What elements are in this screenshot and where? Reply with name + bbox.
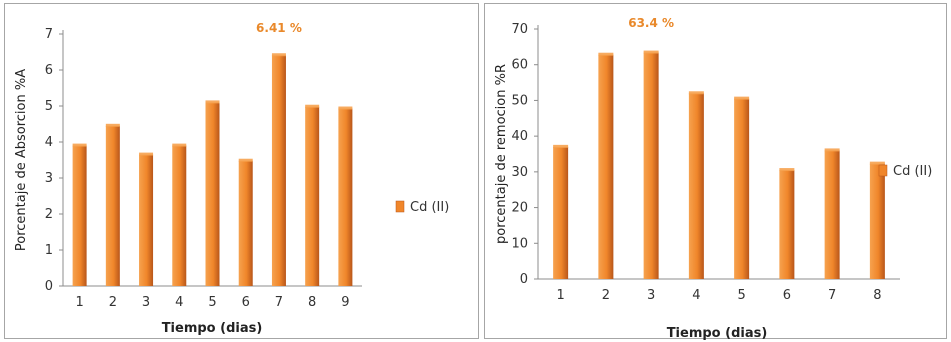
bar-3 (643, 52, 659, 280)
bar-2 (105, 125, 120, 286)
bar-cap-4 (172, 143, 187, 147)
x-tick-label: 2 (109, 295, 117, 310)
y-tick-label: 70 (511, 22, 528, 37)
remocion-chart-svg: 0 10 20 30 40 50 60 70 1 2 3 4 5 6 7 8 63.4 % Tiempo (dia… (494, 16, 932, 340)
x-tick-label: 7 (275, 295, 283, 310)
x-tick-label: 1 (75, 295, 83, 310)
y-tick-label: 40 (511, 129, 528, 144)
x-axis-title: Tiempo (dias) (667, 326, 768, 340)
bar-cap-6 (779, 168, 795, 172)
y-tick-label: 20 (511, 201, 528, 216)
bar-cap-1 (553, 144, 569, 148)
bar-1 (553, 146, 569, 279)
bar-8 (305, 106, 320, 286)
bar-2 (598, 54, 614, 279)
x-tick-label: 2 (602, 288, 610, 303)
bar-cap-4 (688, 91, 704, 95)
bar-cap-6 (238, 158, 253, 162)
y-axis-title: Porcentaje de Absorcion %A (14, 69, 29, 251)
y-tick-label: 3 (45, 171, 53, 186)
bar-cap-9 (338, 106, 353, 110)
bar-1 (72, 145, 87, 286)
chart-panel-absorcion: 0 1 2 3 4 5 6 7 1 2 3 4 5 6 7 8 9 6.41 % Tiempo (dias) Porc… (4, 3, 479, 339)
y-tick-label: 1 (45, 243, 53, 258)
y-tick-label: 10 (511, 236, 528, 251)
y-tick-label: 50 (511, 93, 528, 108)
peak-annotation: 63.4 % (628, 16, 674, 30)
bar-cap-3 (139, 152, 154, 156)
bar-cap-2 (105, 123, 120, 127)
bar-cap-5 (734, 96, 750, 100)
bar-cap-8 (869, 161, 885, 165)
bar-5 (205, 102, 220, 287)
x-tick-label: 6 (783, 288, 791, 303)
bar-cap-1 (72, 143, 87, 147)
bar-cap-3 (643, 50, 659, 54)
x-tick-label: 4 (175, 295, 183, 310)
x-tick-label: 5 (737, 288, 745, 303)
y-axis-title: porcentaje de remocion %R (494, 64, 509, 244)
y-tick-label: 6 (45, 63, 53, 78)
legend-label: Cd (II) (893, 164, 932, 179)
bar-3 (139, 154, 154, 286)
bar-4 (172, 145, 187, 286)
x-tick-label: 9 (341, 295, 349, 310)
y-tick-label: 60 (511, 58, 528, 73)
y-tick-label: 0 (520, 272, 528, 287)
x-tick-label: 3 (647, 288, 655, 303)
x-tick-label: 8 (873, 288, 881, 303)
bar-6 (238, 160, 253, 286)
bar-8 (869, 163, 885, 279)
y-tick-label: 4 (45, 135, 53, 150)
bar-7 (824, 150, 840, 279)
legend-label: Cd (II) (410, 200, 449, 215)
bar-cap-7 (271, 53, 286, 57)
legend-swatch (395, 200, 405, 213)
y-tick-label: 5 (45, 99, 53, 114)
y-tick-label: 30 (511, 165, 528, 180)
bar-cap-8 (305, 104, 320, 108)
x-tick-label: 5 (208, 295, 216, 310)
bar-5 (734, 98, 750, 280)
x-axis-title: Tiempo (dias) (162, 321, 263, 336)
bar-6 (779, 170, 795, 279)
bar-4 (688, 93, 704, 280)
x-tick-label: 6 (242, 295, 250, 310)
y-tick-label: 2 (45, 207, 53, 222)
x-tick-label: 7 (828, 288, 836, 303)
x-tick-label: 4 (692, 288, 700, 303)
x-tick-label: 1 (556, 288, 564, 303)
peak-annotation: 6.41 % (256, 21, 302, 35)
y-tick-label: 7 (45, 27, 53, 42)
bar-cap-7 (824, 148, 840, 152)
x-tick-label: 3 (142, 295, 150, 310)
legend-swatch (878, 164, 888, 177)
x-tick-label: 8 (308, 295, 316, 310)
bar-cap-5 (205, 100, 220, 104)
bar-9 (338, 108, 353, 287)
chart-panel-remocion: 0 10 20 30 40 50 60 70 1 2 3 4 5 6 7 8 63.4 % Tiempo (dia… (484, 3, 947, 340)
y-tick-label: 0 (45, 279, 53, 294)
absorcion-chart-svg: 0 1 2 3 4 5 6 7 1 2 3 4 5 6 7 8 9 6.41 % Tiempo (dias) Porc… (14, 21, 449, 336)
bar-cap-2 (598, 52, 614, 56)
bar-7 (271, 55, 286, 286)
